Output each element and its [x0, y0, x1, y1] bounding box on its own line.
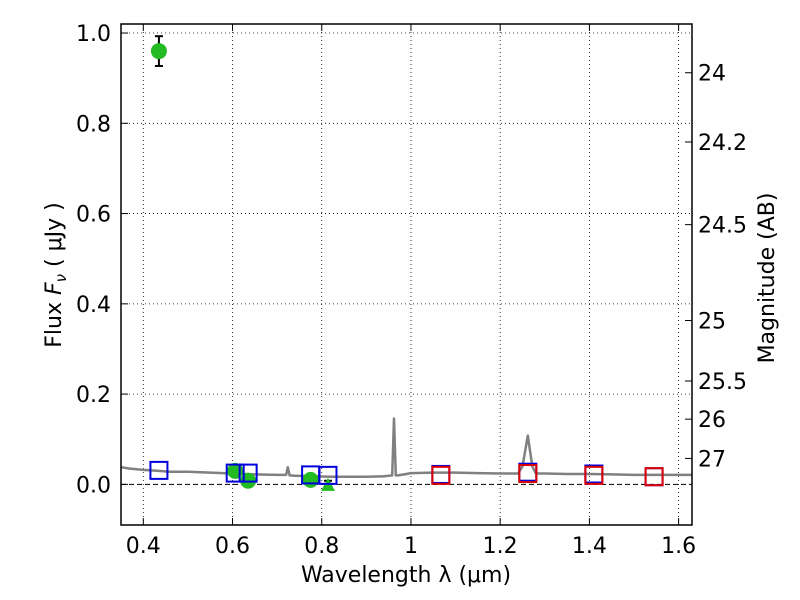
observed-flux-point: [302, 471, 319, 488]
model-flux-square-red: [644, 467, 664, 487]
y2-tick-label: 25.5: [698, 370, 747, 395]
plot-background: [121, 24, 692, 525]
y2-axis-title: Magnitude (AB): [755, 193, 780, 364]
model-flux-square: [238, 463, 258, 483]
model-flux-square: [225, 463, 245, 483]
y-axis-title: Flux Fν ( μJy ): [42, 202, 70, 347]
x-tick-label: 1: [404, 534, 418, 559]
y2-tick-label: 24: [698, 62, 726, 87]
x-tick-label: 1.4: [572, 534, 607, 559]
model-flux-square: [149, 460, 169, 480]
x-tick-label: 0.6: [215, 534, 250, 559]
y-tick-label: 0.4: [76, 293, 111, 318]
observed-flux-point: [150, 43, 167, 60]
data-points: [149, 35, 664, 491]
y-tick-label: 0.6: [76, 203, 111, 228]
y2-tick-label: 27: [698, 447, 726, 472]
y2-tick-label: 24.2: [698, 131, 747, 156]
model-flux-square-red: [431, 465, 451, 485]
x-tick-label: 0.4: [126, 534, 161, 559]
x-tick-label: 0.8: [304, 534, 339, 559]
y-tick-label: 0.2: [76, 383, 111, 408]
model-flux-square-red: [584, 465, 604, 485]
model-flux-square: [318, 465, 338, 485]
y-tick-label: 0.8: [76, 112, 111, 137]
model-flux-square-red: [518, 464, 538, 484]
y2-tick-label: 24.5: [698, 214, 747, 239]
x-tick-label: 1.6: [661, 534, 696, 559]
plot-frame: [120, 23, 693, 526]
x-tick-label: 1.2: [483, 534, 518, 559]
y2-tick-label: 26: [698, 408, 726, 433]
x-axis-title: Wavelength λ (μm): [301, 563, 511, 588]
y2-tick-label: 25: [698, 310, 726, 335]
tick-labels: 0.4 0.6 0.8 1 1.2 1.4 1.6 0.0 0.2 0.4 0.6 0.8 1.0 24 2…: [76, 22, 747, 559]
axis-ticks: [121, 24, 692, 525]
y-tick-label: 1.0: [76, 22, 111, 47]
y-tick-label: 0.0: [76, 473, 111, 498]
